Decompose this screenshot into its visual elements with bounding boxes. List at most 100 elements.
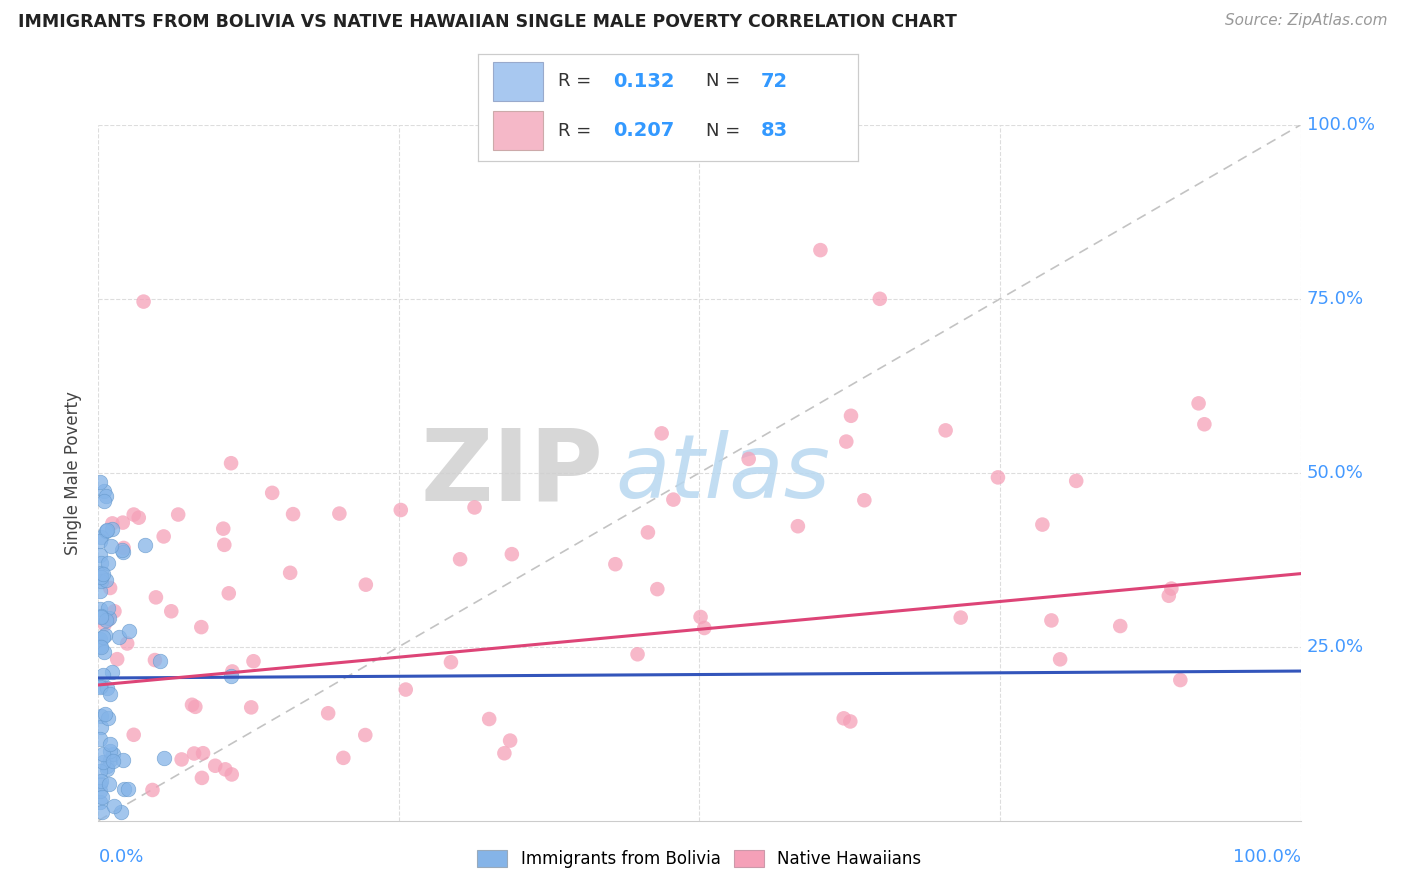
Point [89,784,111,798]
Point [153,751,176,765]
Point [90,610,112,624]
Point [190,620,212,634]
Point [662,492,685,507]
Point [101,516,124,531]
Point [832,711,855,725]
Point [1040,614,1063,628]
Point [605,558,627,572]
Point [96,681,118,695]
Point [96,762,118,776]
Point [149,654,172,668]
Point [651,426,673,441]
Point [184,699,207,714]
Point [132,294,155,309]
Legend: Immigrants from Bolivia, Native Hawaiians: Immigrants from Bolivia, Native Hawaiian… [471,844,928,875]
Point [97,601,120,615]
Point [478,712,501,726]
Point [499,733,522,747]
Point [181,698,204,712]
Point [94,628,117,642]
Point [987,470,1010,484]
Point [90,720,112,734]
Point [89,777,111,791]
Text: IMMIGRANTS FROM BOLIVIA VS NATIVE HAWAIIAN SINGLE MALE POVERTY CORRELATION CHART: IMMIGRANTS FROM BOLIVIA VS NATIVE HAWAII… [18,13,957,31]
Point [89,534,111,549]
Point [689,610,711,624]
Point [637,525,659,540]
Point [328,507,350,521]
Point [464,500,486,515]
Point [212,522,235,536]
Text: R =: R = [558,121,596,139]
Text: 50.0%: 50.0% [1306,464,1364,482]
Point [183,747,205,761]
Point [332,751,354,765]
Point [389,503,412,517]
Point [143,653,166,667]
Point [89,732,111,747]
Point [90,570,112,584]
Point [440,655,463,669]
Point [240,700,263,714]
Point [91,566,114,581]
Point [278,566,301,580]
Point [93,617,115,632]
Point [221,665,243,679]
Point [191,771,214,785]
Point [89,680,111,694]
Point [89,548,111,562]
Point [737,451,759,466]
Point [949,610,972,624]
Point [112,753,135,767]
Point [97,613,120,627]
Point [1187,396,1209,410]
Point [91,668,114,682]
Point [100,539,122,553]
Point [90,556,112,570]
Text: ZIP: ZIP [420,425,603,521]
Point [835,434,858,449]
Point [91,756,114,770]
Point [90,609,112,624]
Text: 0.207: 0.207 [613,121,673,140]
Point [316,706,339,721]
Point [89,632,111,646]
Point [218,586,240,600]
Point [1049,652,1071,666]
Point [93,494,115,508]
Point [214,762,236,776]
Point [107,630,129,644]
Point [93,707,115,722]
Text: 0.0%: 0.0% [98,848,143,866]
Point [97,556,120,570]
Point [501,547,523,561]
Point [128,510,150,524]
Point [112,541,135,555]
Point [96,523,118,537]
Point [111,516,134,530]
Point [1109,619,1132,633]
Point [1194,417,1216,432]
Point [111,543,134,558]
Point [1157,589,1180,603]
Point [117,781,139,796]
Point [219,669,242,683]
Point [98,737,121,751]
Bar [494,62,543,101]
Point [90,530,112,544]
Point [449,552,471,566]
Point [89,602,111,616]
Point [839,714,862,729]
Text: N =: N = [706,121,745,139]
Point [98,581,121,595]
Point [134,538,156,552]
Point [96,613,118,627]
Point [786,519,808,533]
Point [214,538,236,552]
Point [89,764,111,779]
Point [170,752,193,766]
Point [869,292,891,306]
Text: 75.0%: 75.0% [1306,290,1364,308]
Point [626,647,648,661]
Point [221,767,243,781]
